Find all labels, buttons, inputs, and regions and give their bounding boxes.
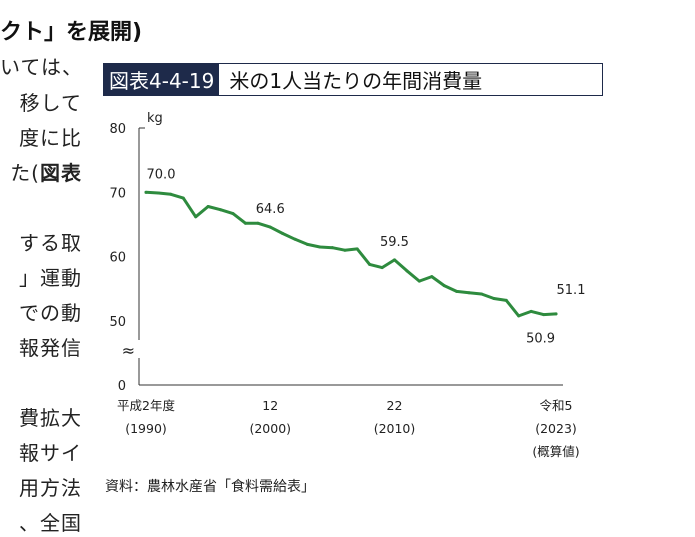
data-point	[306, 242, 310, 246]
body-text-segment: た(	[10, 161, 40, 185]
x-tick-label: 12	[262, 398, 278, 413]
data-point	[455, 289, 459, 293]
body-text-line: 費拡大	[0, 402, 82, 431]
axis-break-symbol: ≈	[122, 341, 135, 360]
body-text-line: た(図表	[0, 157, 82, 186]
data-point	[330, 246, 334, 250]
data-point	[392, 258, 396, 262]
x-tick-label: (2000)	[249, 421, 291, 436]
y-tick-label: 70	[109, 186, 126, 201]
data-point	[430, 275, 434, 279]
x-tick-label: 令和5	[540, 398, 573, 413]
data-point	[243, 221, 247, 225]
data-point	[380, 266, 384, 270]
data-point	[194, 215, 198, 219]
body-text-line: 、全国	[0, 507, 82, 536]
data-point	[343, 248, 347, 252]
x-tick-label: (1990)	[125, 421, 167, 436]
figure-title-box: 図表4-4-19 米の1人当たりの年間消費量	[103, 63, 603, 96]
consumption-line	[144, 190, 558, 318]
y-tick-label: 0	[118, 379, 126, 394]
data-point	[529, 309, 533, 313]
body-text-line: 用方法	[0, 472, 82, 501]
body-text-segment: 」運動	[19, 266, 82, 290]
body-text-segment: いては、	[0, 55, 82, 79]
data-point	[156, 191, 160, 195]
body-text-segment: 度に比	[19, 126, 82, 150]
body-text-segment: 報サイ	[19, 441, 82, 465]
body-text-line: いては、	[0, 51, 82, 80]
data-label: 51.1	[557, 283, 586, 298]
data-point	[169, 192, 173, 196]
body-text-segment: 、全国	[19, 511, 82, 535]
source-note: 資料：農林水産省「食料需給表」	[105, 479, 315, 495]
body-text-line: 」運動	[0, 262, 82, 291]
body-text-segment: 報発信	[19, 336, 82, 360]
x-tick-label: (2010)	[374, 421, 416, 436]
y-tick-label: 50	[109, 315, 126, 330]
data-point	[479, 292, 483, 296]
page-header: クト」を展開)	[0, 20, 143, 45]
body-text-segment: する取	[19, 231, 82, 255]
data-label: 64.6	[256, 202, 285, 217]
body-text-line: 報発信	[0, 332, 82, 361]
data-label: 70.0	[147, 167, 176, 182]
body-text-line: での動	[0, 297, 82, 326]
x-tick-label: 22	[387, 398, 403, 413]
x-tick-label: (概算値)	[532, 444, 579, 459]
x-tick-label: 平成2年度	[117, 398, 175, 413]
data-point	[231, 212, 235, 216]
data-point	[181, 196, 185, 200]
data-point	[504, 298, 508, 302]
body-text-segment: での動	[19, 301, 82, 325]
body-text-segment: 費拡大	[19, 406, 82, 430]
data-point	[318, 245, 322, 249]
data-point	[405, 269, 409, 273]
data-point	[268, 225, 272, 229]
body-text-segment: 移して	[19, 91, 82, 115]
data-point	[517, 314, 521, 318]
data-point	[417, 279, 421, 283]
data-point	[206, 204, 210, 208]
data-label: 50.9	[526, 332, 555, 347]
y-tick-label: 60	[109, 251, 126, 266]
data-point	[293, 237, 297, 241]
y-tick-label: 80	[109, 122, 126, 137]
data-point	[542, 313, 546, 317]
data-point	[355, 247, 359, 251]
y-axis-unit-label: kg	[147, 111, 163, 126]
data-point	[281, 232, 285, 236]
data-point	[256, 221, 260, 225]
figure-number: 図表4-4-19	[104, 64, 220, 95]
body-text-line: 移して	[0, 87, 82, 116]
body-text-line: 報サイ	[0, 437, 82, 466]
data-point	[144, 190, 148, 194]
data-point	[442, 284, 446, 288]
body-text-line: 度に比	[0, 122, 82, 151]
data-point	[368, 262, 372, 266]
body-text-segment: 用方法	[19, 476, 82, 500]
body-text-bold-segment: 図表	[40, 161, 82, 185]
body-text-line: する取	[0, 227, 82, 256]
data-point	[219, 208, 223, 212]
data-label: 59.5	[380, 235, 409, 250]
figure-title: 米の1人当たりの年間消費量	[229, 69, 483, 93]
data-point	[492, 296, 496, 300]
data-point	[554, 312, 558, 316]
x-tick-label: (2023)	[535, 421, 577, 436]
data-point	[467, 291, 471, 295]
